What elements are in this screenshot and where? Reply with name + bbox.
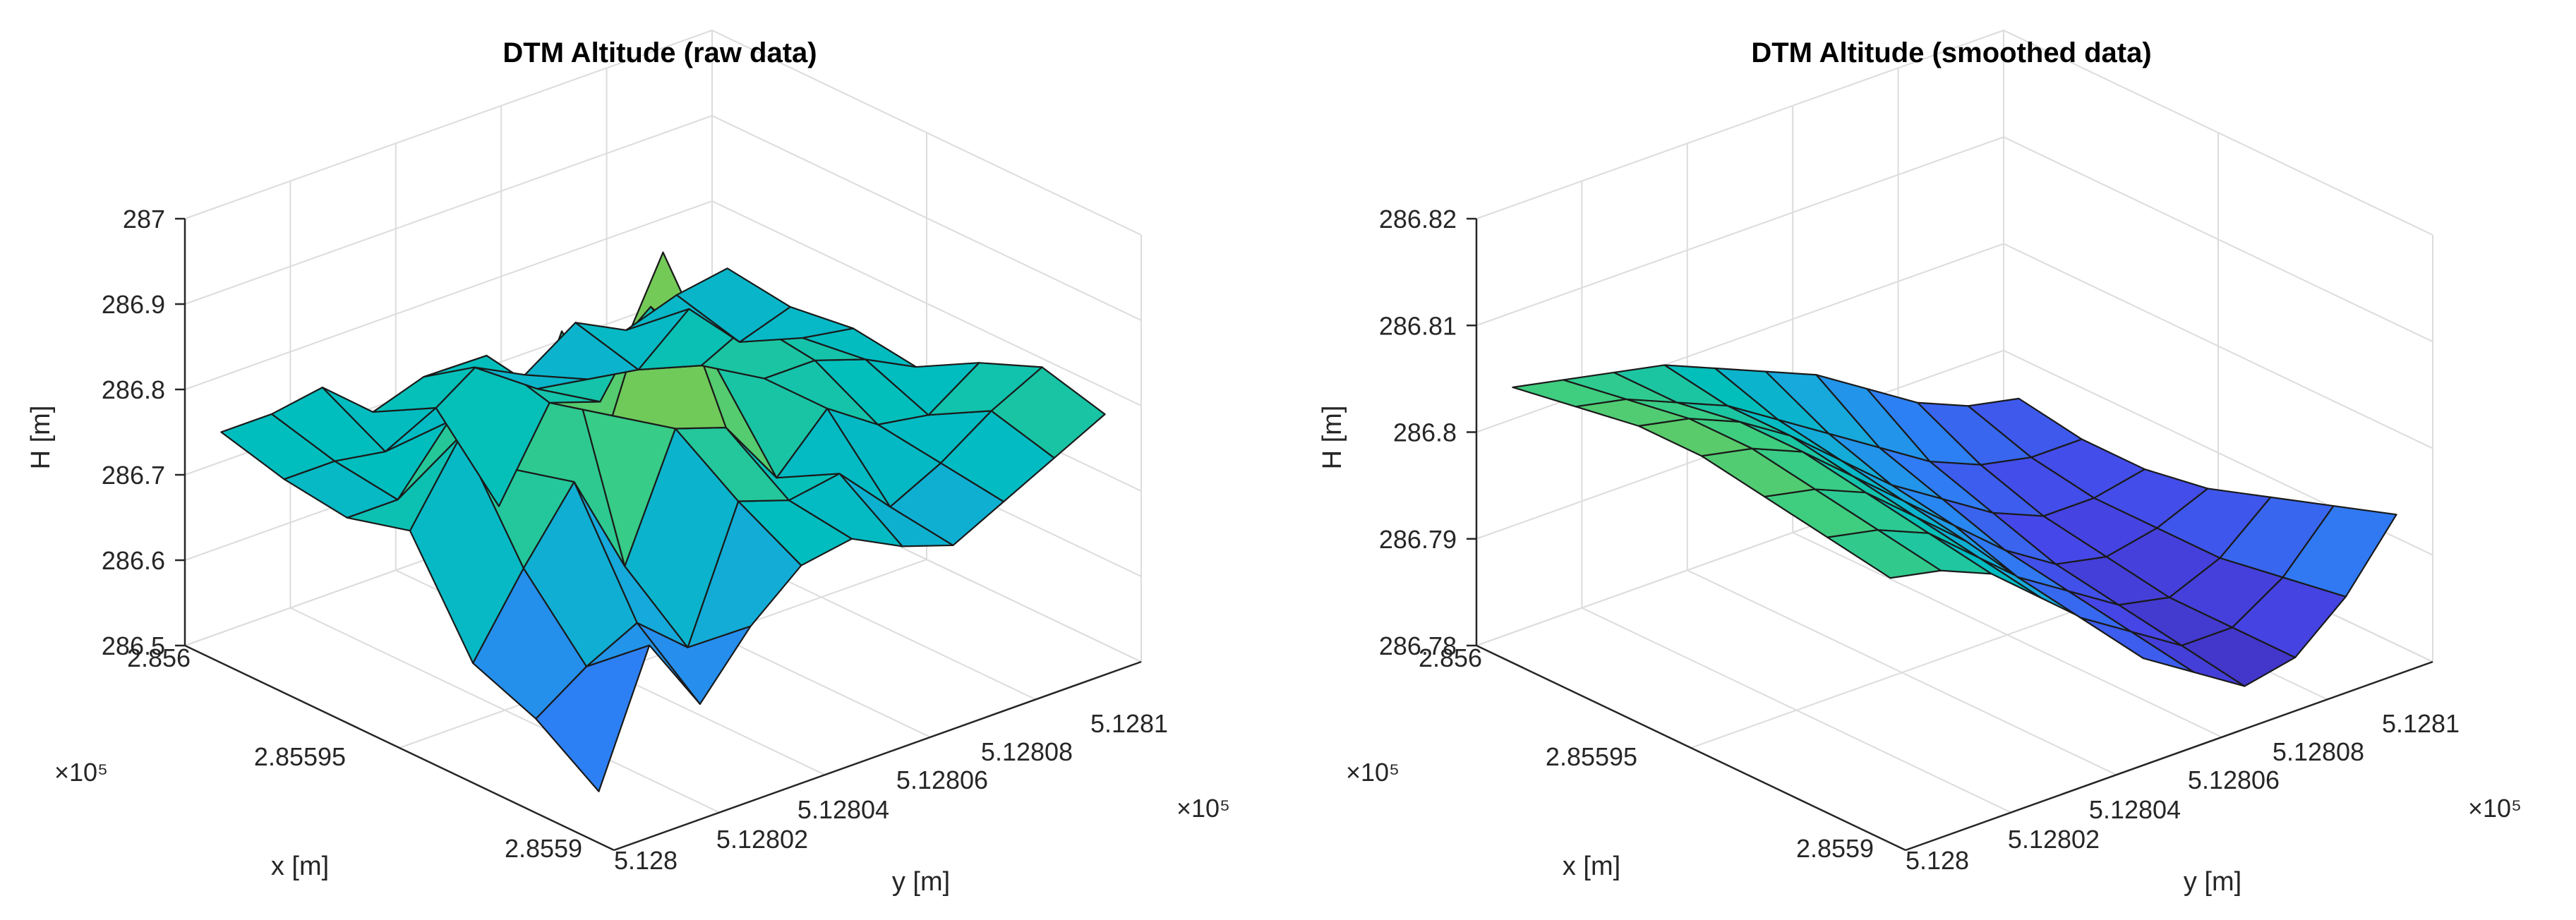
y-axis xyxy=(1905,660,2433,852)
surface xyxy=(220,251,1106,792)
x-axis xyxy=(184,644,615,852)
z-tick-label: 286.78 xyxy=(1379,631,1457,660)
x-axis-label: x [m] xyxy=(271,852,329,881)
z-tick-label: 286.5 xyxy=(102,631,165,660)
y-tick-label: 5.12808 xyxy=(2273,737,2364,766)
x-axis-label: x [m] xyxy=(1563,852,1620,881)
chart-title: DTM Altitude (smoothed data) xyxy=(1751,37,2151,68)
x-tick-label: 2.856 xyxy=(127,643,191,672)
x-tick-label: 2.856 xyxy=(1419,643,1482,672)
x-exponent: ×10⁵ xyxy=(54,758,108,787)
z-tick-label: 286.6 xyxy=(102,546,165,575)
z-tick-label: 286.7 xyxy=(102,461,165,490)
grid-line xyxy=(1792,105,2222,738)
grid-line xyxy=(395,143,826,776)
grid-line xyxy=(1581,181,2011,813)
x-axis xyxy=(1476,644,1906,852)
x-tick-label: 2.8559 xyxy=(1796,834,1874,863)
y-tick-label: 5.1281 xyxy=(2382,709,2460,738)
surface xyxy=(1512,364,2397,687)
y-tick-label: 5.12806 xyxy=(896,765,988,794)
y-axis-label: y [m] xyxy=(892,867,950,897)
z-tick-label: 286.8 xyxy=(1393,418,1457,447)
x-exponent: ×10⁵ xyxy=(1346,758,1400,787)
z-tick-label: 286.82 xyxy=(1379,205,1457,234)
z-tick-label: 286.81 xyxy=(1379,311,1457,340)
x-tick-label: 2.85595 xyxy=(1546,742,1637,771)
y-tick-label: 5.12804 xyxy=(798,795,889,824)
z-axis-label: H [m] xyxy=(26,406,56,470)
x-tick-label: 2.85595 xyxy=(254,742,346,771)
y-tick-label: 5.12806 xyxy=(2188,765,2280,794)
y-tick-label: 5.128 xyxy=(1906,846,1969,875)
y-tick-label: 5.12802 xyxy=(716,825,808,854)
surface-face xyxy=(675,267,791,343)
x-tick-label: 2.8559 xyxy=(505,834,582,863)
z-tick-label: 286.8 xyxy=(102,375,165,404)
y-axis-label: y [m] xyxy=(2184,867,2241,897)
surface-face xyxy=(1967,397,2083,459)
y-exponent: ×10⁵ xyxy=(2468,794,2522,823)
z-axis-label: H [m] xyxy=(1318,406,1347,470)
y-axis xyxy=(613,660,1142,852)
y-tick-label: 5.1281 xyxy=(1090,709,1168,738)
y-tick-label: 5.12802 xyxy=(2008,825,2100,854)
y-exponent: ×10⁵ xyxy=(1176,794,1230,823)
chart-title: DTM Altitude (raw data) xyxy=(502,37,817,68)
panel-smoothed: DTM Altitude (smoothed data) 286.78 286.79… xyxy=(1318,29,2522,897)
z-tick-label: 287 xyxy=(123,205,165,234)
z-tick-label: 286.9 xyxy=(102,290,165,319)
y-tick-label: 5.12804 xyxy=(2089,795,2181,824)
panel-raw: DTM Altitude (raw data) 286.5 286.6 286.7 28… xyxy=(26,29,1230,897)
grid-line xyxy=(1686,143,2117,776)
y-tick-label: 5.12808 xyxy=(981,737,1073,766)
z-tick-label: 286.79 xyxy=(1379,525,1457,554)
y-tick-label: 5.128 xyxy=(614,846,678,875)
